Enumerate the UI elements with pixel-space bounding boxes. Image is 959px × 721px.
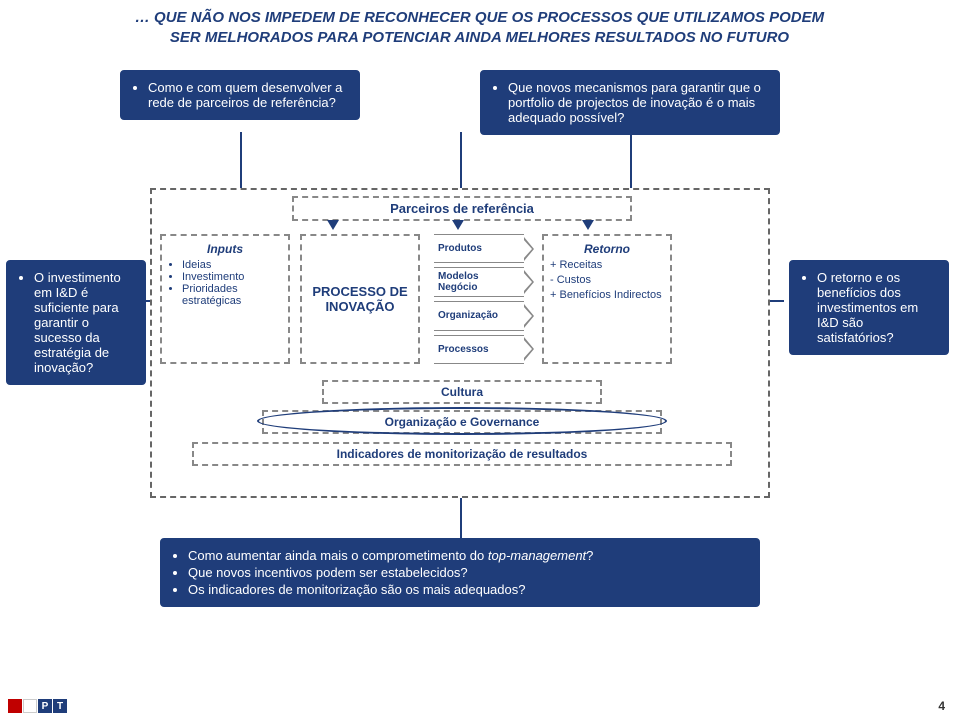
connector	[460, 498, 462, 538]
processo-label: PROCESSO DE INOVAÇÃO	[302, 284, 418, 314]
page-title: … QUE NÃO NOS IMPEDEM DE RECONHECER QUE …	[0, 0, 959, 47]
callout-left: O investimento em I&D é suficiente para …	[6, 260, 146, 385]
stage-outputs: Produtos Modelos Negócio Organização Pro…	[434, 234, 524, 364]
arrow-down-icon	[327, 220, 339, 230]
retorno-line: - Custos	[550, 274, 664, 286]
connector	[240, 132, 242, 188]
connector	[630, 132, 632, 188]
callout-top-left: Como e com quem desenvolver a rede de pa…	[120, 70, 360, 120]
band-cultura: Cultura	[322, 380, 602, 404]
retorno-title: Retorno	[550, 242, 664, 256]
band-indicadores: Indicadores de monitorização de resultad…	[192, 442, 732, 466]
title-line2: SER MELHORADOS PARA POTENCIAR AINDA MELH…	[170, 29, 789, 46]
output-organizacao: Organização	[434, 301, 524, 330]
band-org-governance: Organização e Governance	[262, 410, 662, 434]
output-produtos: Produtos	[434, 234, 524, 263]
callout-top-right: Que novos mecanismos para garantir que o…	[480, 70, 780, 135]
arrow-down-icon	[582, 220, 594, 230]
callout-bottom-text: Os indicadores de monitorização são os m…	[188, 582, 748, 597]
logo-square: T	[53, 699, 67, 713]
callout-top-right-text: Que novos mecanismos para garantir que o…	[508, 80, 768, 125]
retorno-line: + Benefícios Indirectos	[550, 289, 664, 301]
callout-bottom: Como aumentar ainda mais o comprometimen…	[160, 538, 760, 607]
input-item: Investimento	[182, 271, 282, 283]
connector	[770, 300, 784, 302]
diagram-frame: Parceiros de referência Inputs Ideias In…	[150, 188, 770, 498]
arrow-down-icon	[452, 220, 464, 230]
callout-top-left-text: Como e com quem desenvolver a rede de pa…	[148, 80, 348, 110]
input-item: Ideias	[182, 259, 282, 271]
logo-square	[23, 699, 37, 713]
callout-right: O retorno e os benefícios dos investimen…	[789, 260, 949, 355]
callout-bottom-text: Como aumentar ainda mais o comprometimen…	[188, 548, 748, 563]
stage-inputs: Inputs Ideias Investimento Prioridades e…	[160, 234, 290, 364]
logo-square	[8, 699, 22, 713]
stage-processo: PROCESSO DE INOVAÇÃO	[300, 234, 420, 364]
input-item: Prioridades estratégicas	[182, 283, 282, 307]
callout-left-text: O investimento em I&D é suficiente para …	[34, 270, 134, 375]
pt-logo: P T	[8, 699, 67, 713]
title-line1: … QUE NÃO NOS IMPEDEM DE RECONHECER QUE …	[135, 9, 824, 26]
output-processos: Processos	[434, 335, 524, 364]
retorno-line: + Receitas	[550, 259, 664, 271]
stage-retorno: Retorno + Receitas - Custos + Benefícios…	[542, 234, 672, 364]
output-modelos: Modelos Negócio	[434, 267, 524, 297]
page-number: 4	[938, 699, 945, 713]
logo-square: P	[38, 699, 52, 713]
callout-bottom-text: Que novos incentivos podem ser estabelec…	[188, 565, 748, 580]
callout-right-text: O retorno e os benefícios dos investimen…	[817, 270, 937, 345]
parceiros-bar: Parceiros de referência	[292, 196, 632, 221]
inputs-title: Inputs	[168, 242, 282, 256]
